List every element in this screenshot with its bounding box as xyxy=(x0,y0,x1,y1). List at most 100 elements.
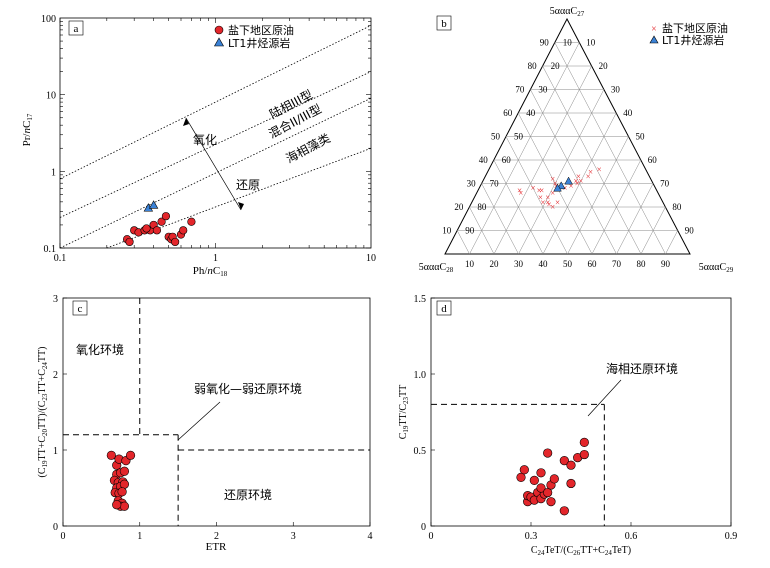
panel-d-ytick-label: 1.0 xyxy=(414,370,427,381)
panel-b-tick-left: 10 xyxy=(442,226,452,236)
panel-b-tick-left: 90 xyxy=(540,38,550,48)
panel-b-oil-point: × xyxy=(550,202,555,212)
panel-a-boundary-line xyxy=(59,97,372,249)
panel-c-leader-line xyxy=(177,401,221,441)
panel-b-oil-point: × xyxy=(540,197,545,207)
panel-b-oil-point: × xyxy=(568,181,573,191)
panel-b-tick-labels: 10 10 10 90 20 20 20 80 30 30 30 70 40 40 40 60 50 50 50 50… xyxy=(442,38,694,270)
panel-c-region-oxic: 氧化环境 xyxy=(76,342,124,357)
panel-b-oil-point: × xyxy=(550,188,555,198)
panel-d-oil-point xyxy=(536,483,546,493)
panel-b-gridline xyxy=(481,183,519,255)
panel-b-oil-point: × xyxy=(546,200,551,210)
panel-b-rock-point xyxy=(553,183,562,192)
panel-b-tick-right: 90 xyxy=(685,226,695,236)
panel-d-ytick-label: 0.5 xyxy=(414,446,427,457)
panel-a-ytick-label: 10 xyxy=(46,91,56,102)
panel-d-boundaries xyxy=(431,403,605,526)
panel-d-oil-point xyxy=(519,465,529,475)
panel-a-ytick-label: 100 xyxy=(41,14,56,25)
panel-b-oil-point: × xyxy=(550,174,555,184)
panel-b-tick-bottom: 60 xyxy=(588,259,598,269)
panel-b-tick-right: 30 xyxy=(611,85,621,95)
panel-b-tick-bottom: 70 xyxy=(612,259,622,269)
panel-b-tick-left-inner: 80 xyxy=(477,202,487,212)
panel-d-xtick-label: 0.6 xyxy=(625,531,638,542)
panel-c-oil-point xyxy=(117,487,127,497)
panel-a-oil-point xyxy=(161,212,171,221)
panel-a-arrow-head-up xyxy=(183,118,189,126)
panel-b-gridline xyxy=(616,183,654,255)
panel-c-region-weak: 弱氧化—弱还原环境 xyxy=(194,381,302,396)
panel-c-oil-point xyxy=(112,500,122,510)
panel-b-tick-left: 40 xyxy=(479,155,489,165)
panel-b-gridline xyxy=(505,136,568,255)
panel-d-oil-point xyxy=(549,474,559,484)
panel-c-points xyxy=(106,450,136,511)
panel-d-ytick-label: 0 xyxy=(421,522,426,533)
panel-a-legend-rock-marker xyxy=(213,37,225,47)
panel-b-tick-left: 30 xyxy=(467,179,477,189)
panel-b-gridline xyxy=(554,42,666,255)
panel-d-oil-point xyxy=(543,448,553,458)
panel-d-label-box xyxy=(436,300,452,316)
panel-b-oil-point: × xyxy=(518,188,523,198)
panel-a-oil-point xyxy=(125,237,134,247)
panel-c-ytick-label: 1 xyxy=(53,446,58,457)
panel-d-oil-point xyxy=(559,506,569,516)
panel-b-tick-right: 20 xyxy=(599,61,609,71)
panel-b-tick-left: 70 xyxy=(515,85,525,95)
panel-d-oil-point xyxy=(579,449,589,460)
panel-d-frame xyxy=(430,297,732,527)
panel-a-reduction-label: 还原 xyxy=(236,178,260,192)
panel-d-label: d xyxy=(441,303,447,315)
panel-b-tick-left-inner: 90 xyxy=(465,226,475,236)
panel-b-oil-point: × xyxy=(545,193,550,203)
panel-c-ytick-label: 0 xyxy=(53,522,58,533)
panel-c-ytick-label: 2 xyxy=(53,370,58,381)
panel-b-oil-point: × xyxy=(554,181,559,191)
panel-b-gridline xyxy=(469,206,495,255)
panel-d-points xyxy=(516,437,589,516)
panel-a-arrow-head-down xyxy=(238,202,244,210)
panel-b-legend-oil-marker: × xyxy=(651,24,657,35)
panel-c-ticks: 0 1 2 3 4 0 1 2 3 xyxy=(53,294,373,542)
panel-c-oil-point xyxy=(106,450,116,460)
panel-c-xtick-label: 1 xyxy=(137,531,142,542)
panel-b-tick-left-inner: 10 xyxy=(563,38,573,48)
panel-b-tick-left-inner: 20 xyxy=(551,61,561,71)
panel-a-oil-point xyxy=(157,217,166,226)
panel-b-tick-left-inner: 50 xyxy=(514,132,524,142)
panel-c-xtick-label: 3 xyxy=(291,531,296,542)
panel-b-gridline xyxy=(493,159,544,255)
panel-c-oil-point xyxy=(119,479,129,489)
panel-b-tick-left-inner: 70 xyxy=(490,179,500,189)
panel-b-label-box xyxy=(436,15,452,31)
panel-d-oil-point xyxy=(543,487,553,498)
panel-d-oil-point xyxy=(529,475,539,486)
panel-b-grid xyxy=(444,17,691,255)
panel-d-ticks: 0 0.3 0.6 0.9 0 0.5 1.0 1.5 xyxy=(414,294,738,542)
panel-b-gridline xyxy=(640,206,666,255)
panel-b-tick-right: 60 xyxy=(648,155,658,165)
panel-b-tick-left-inner: 60 xyxy=(502,155,512,165)
panel-c-region-reducing: 还原环境 xyxy=(224,487,272,502)
panel-b-gridline xyxy=(530,89,617,255)
panel-d-oil-point xyxy=(536,468,546,478)
panel-a-legend-oil-label: 盐下地区原油 xyxy=(228,23,294,37)
panel-b-oil-point: × xyxy=(545,197,550,207)
panel-b-legend-rock-marker xyxy=(649,35,659,44)
panel-a-boundary-line xyxy=(59,25,372,180)
panel-d-oil-point xyxy=(516,472,526,482)
panel-b-apex-left: 5αααC28 xyxy=(419,262,454,274)
panel-b-oil-point: × xyxy=(578,176,583,186)
panel-b-tick-bottom: 30 xyxy=(514,259,524,269)
panel-a-oil-point xyxy=(171,237,180,247)
panel-c: c 0 1 2 3 4 0 1 2 3 氧化环境 弱氧化—弱还原环境 还原环境 ETR (C19… xyxy=(37,294,373,553)
panel-d-ylabel: C19TT/C23TT xyxy=(398,385,410,440)
panel-d: d 0 0.3 0.6 0.9 0 0.5 1.0 1.5 海相还原环境 C24TeT/(C2… xyxy=(398,294,737,557)
panel-d-oil-point xyxy=(566,478,576,489)
panel-a-ytick-label: 0.1 xyxy=(44,244,57,255)
